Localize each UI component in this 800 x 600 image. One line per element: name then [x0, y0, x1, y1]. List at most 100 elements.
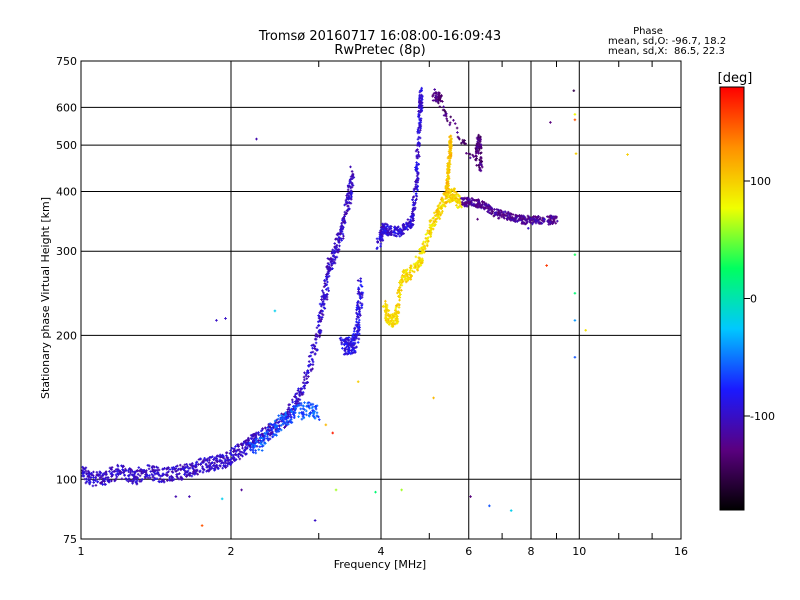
- data-point: [334, 488, 338, 492]
- data-point: [127, 480, 130, 483]
- colorbar-ticks: -100 0 100: [744, 175, 775, 423]
- data-point: [221, 466, 224, 470]
- data-point: [269, 431, 273, 435]
- data-point: [313, 410, 316, 413]
- data-point: [309, 411, 312, 414]
- data-point: [481, 200, 484, 204]
- data-point: [460, 141, 463, 145]
- data-point: [418, 99, 421, 103]
- data-point: [449, 147, 452, 150]
- data-point: [468, 152, 472, 156]
- data-point: [90, 473, 93, 477]
- data-point: [318, 418, 321, 421]
- data-point: [135, 482, 139, 486]
- data-point: [348, 182, 351, 185]
- data-point: [350, 170, 354, 173]
- data-point: [303, 401, 306, 404]
- data-point: [350, 195, 353, 199]
- data-point: [418, 251, 422, 255]
- data-point: [409, 276, 412, 280]
- data-point: [285, 417, 288, 421]
- data-point: [435, 95, 438, 99]
- data-point: [269, 433, 272, 436]
- data-point: [150, 466, 154, 470]
- data-point: [342, 225, 345, 229]
- data-point: [404, 280, 408, 284]
- data-point: [455, 126, 459, 130]
- stats-heading: Phase: [633, 26, 663, 37]
- data-point: [321, 309, 325, 313]
- data-point: [295, 402, 299, 406]
- data-point: [224, 317, 227, 320]
- data-point: [313, 353, 317, 356]
- data-point: [211, 455, 214, 459]
- data-point: [87, 481, 91, 485]
- data-point: [257, 448, 261, 451]
- data-point: [242, 441, 246, 445]
- data-point: [472, 203, 476, 206]
- data-point: [524, 216, 527, 220]
- data-point: [468, 156, 472, 160]
- data-point: [234, 450, 238, 454]
- data-point: [228, 461, 232, 465]
- data-point: [305, 404, 308, 408]
- data-point: [415, 197, 418, 201]
- data-point: [425, 239, 429, 242]
- data-point: [189, 463, 193, 467]
- data-point: [176, 464, 179, 468]
- data-point: [276, 417, 280, 421]
- data-point: [408, 273, 412, 276]
- data-point: [478, 166, 481, 169]
- data-point: [234, 445, 237, 448]
- data-point: [505, 212, 509, 215]
- data-point: [303, 408, 306, 411]
- data-point: [419, 264, 423, 267]
- data-point: [287, 422, 290, 426]
- data-point: [418, 90, 422, 94]
- data-point: [356, 279, 360, 282]
- data-point: [359, 283, 363, 287]
- colorbar-tick-label: 0: [750, 293, 757, 306]
- data-point: [475, 205, 479, 208]
- data-point: [356, 292, 360, 295]
- data-point: [334, 244, 338, 248]
- data-point: [477, 143, 480, 147]
- x-tick-label: 1: [78, 545, 85, 558]
- data-point: [534, 218, 538, 222]
- data-point: [412, 206, 416, 210]
- data-point: [218, 458, 222, 462]
- data-point: [301, 391, 305, 394]
- chart-subtitle: RwPretec (8p): [334, 43, 425, 58]
- data-point: [360, 285, 364, 288]
- data-point: [384, 302, 387, 306]
- data-point: [133, 478, 137, 481]
- data-point: [356, 330, 360, 334]
- data-point: [311, 414, 315, 418]
- data-point: [507, 211, 511, 215]
- data-point: [414, 180, 417, 183]
- data-point: [462, 198, 466, 201]
- data-point: [395, 321, 399, 325]
- y-tick-label: 200: [56, 329, 77, 342]
- data-point: [349, 180, 352, 184]
- data-point: [434, 98, 438, 102]
- data-point: [118, 470, 121, 473]
- data-point: [187, 467, 191, 470]
- data-point: [348, 351, 351, 355]
- data-point: [99, 471, 102, 475]
- data-point: [416, 137, 420, 141]
- y-axis-label: Stationary phase Virtual Height [km]: [39, 197, 52, 399]
- y-tick-label: 75: [63, 533, 77, 546]
- data-point: [394, 317, 398, 320]
- data-point: [201, 465, 204, 469]
- data-point: [188, 474, 192, 477]
- data-point: [418, 258, 421, 262]
- data-point: [313, 337, 317, 341]
- data-point: [204, 462, 208, 466]
- data-point: [516, 220, 519, 223]
- data-point: [350, 185, 354, 189]
- data-point: [441, 210, 444, 213]
- data-point: [325, 288, 328, 291]
- data-point: [414, 192, 418, 195]
- data-point: [198, 469, 202, 473]
